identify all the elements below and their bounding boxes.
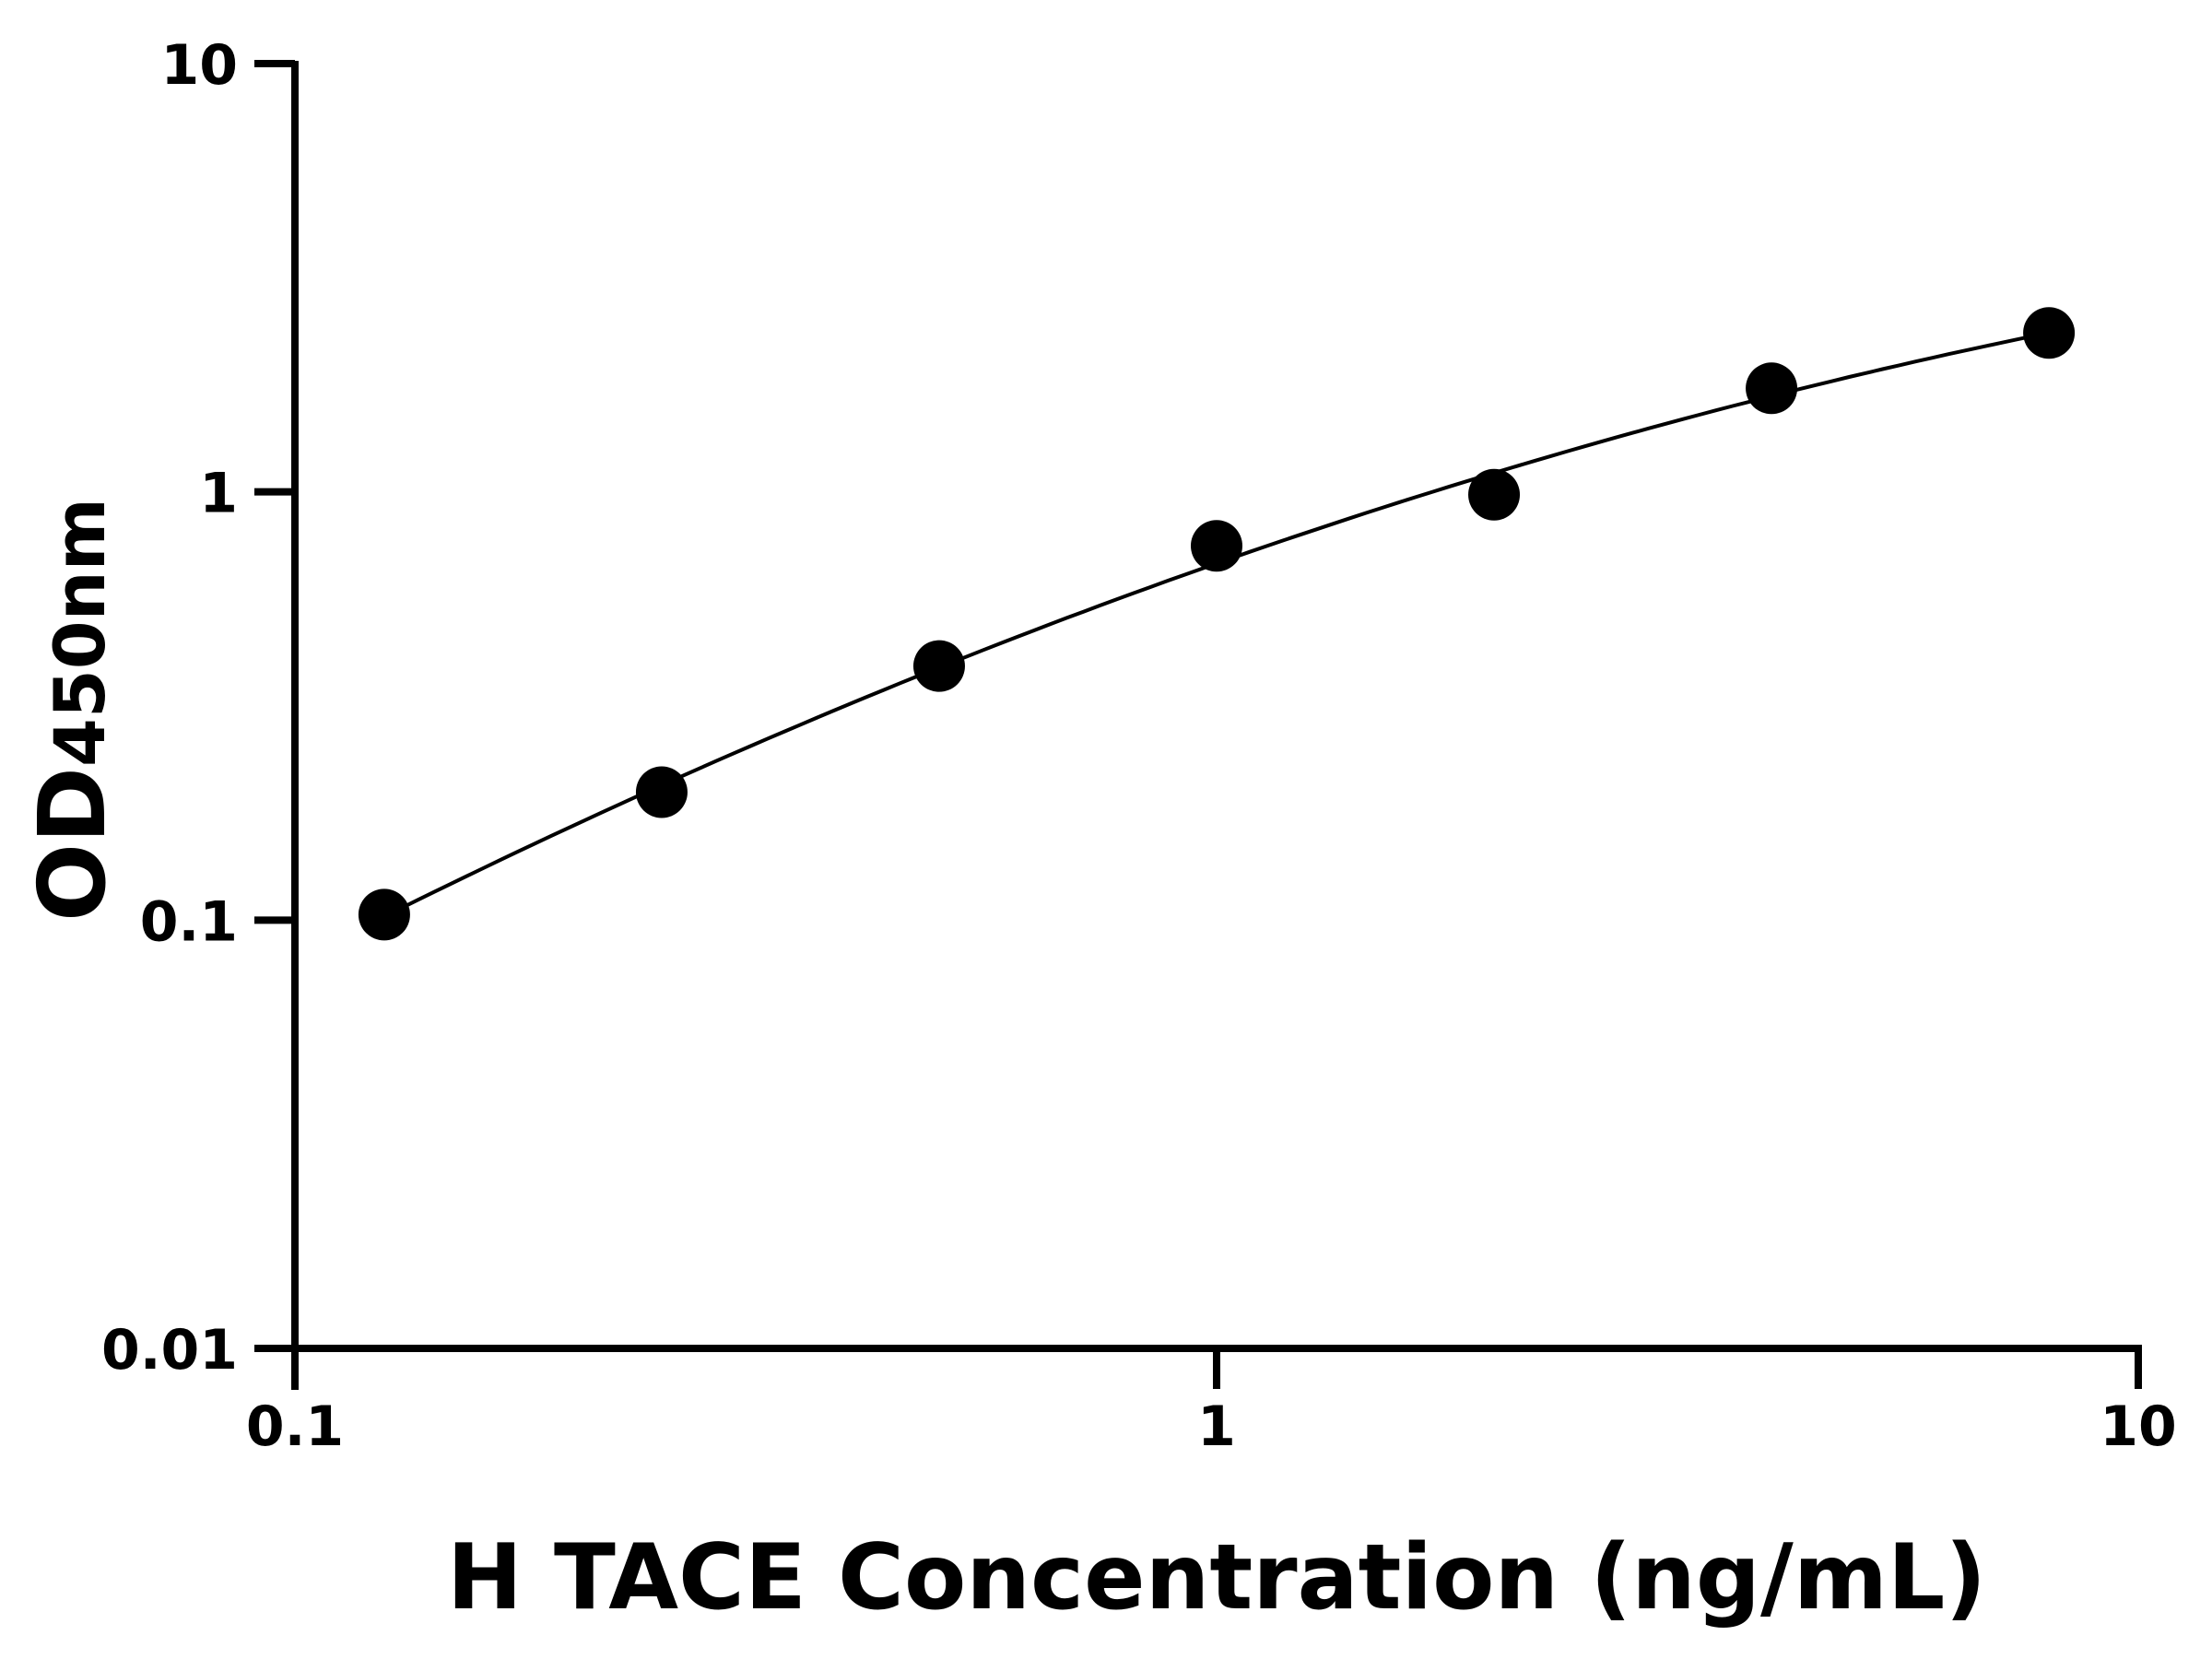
y-tick-label: 0.1 [140, 889, 238, 954]
y-axis-label-main: OD [18, 767, 126, 922]
y-tick-label: 10 [161, 33, 239, 98]
data-point [1746, 362, 1798, 415]
data-point [2023, 307, 2076, 359]
x-tick-label: 10 [2100, 1394, 2177, 1459]
data-point [1191, 520, 1242, 572]
y-axis-label: OD450nm [18, 498, 126, 922]
data-point [635, 766, 688, 818]
x-axis-label: H TACE Concentration (ng/mL) [447, 1525, 1986, 1630]
y-tick-label: 1 [199, 462, 238, 526]
x-tick-label: 1 [1197, 1394, 1236, 1459]
x-tick-label: 0.1 [246, 1394, 344, 1459]
data-point [358, 888, 410, 941]
data-point [912, 640, 965, 692]
y-tick-label: 0.01 [101, 1318, 238, 1382]
y-axis-label-subscript: 450nm [39, 498, 121, 767]
data-point [1468, 468, 1521, 521]
axes [254, 61, 2142, 1390]
fit-curve [383, 331, 2050, 919]
